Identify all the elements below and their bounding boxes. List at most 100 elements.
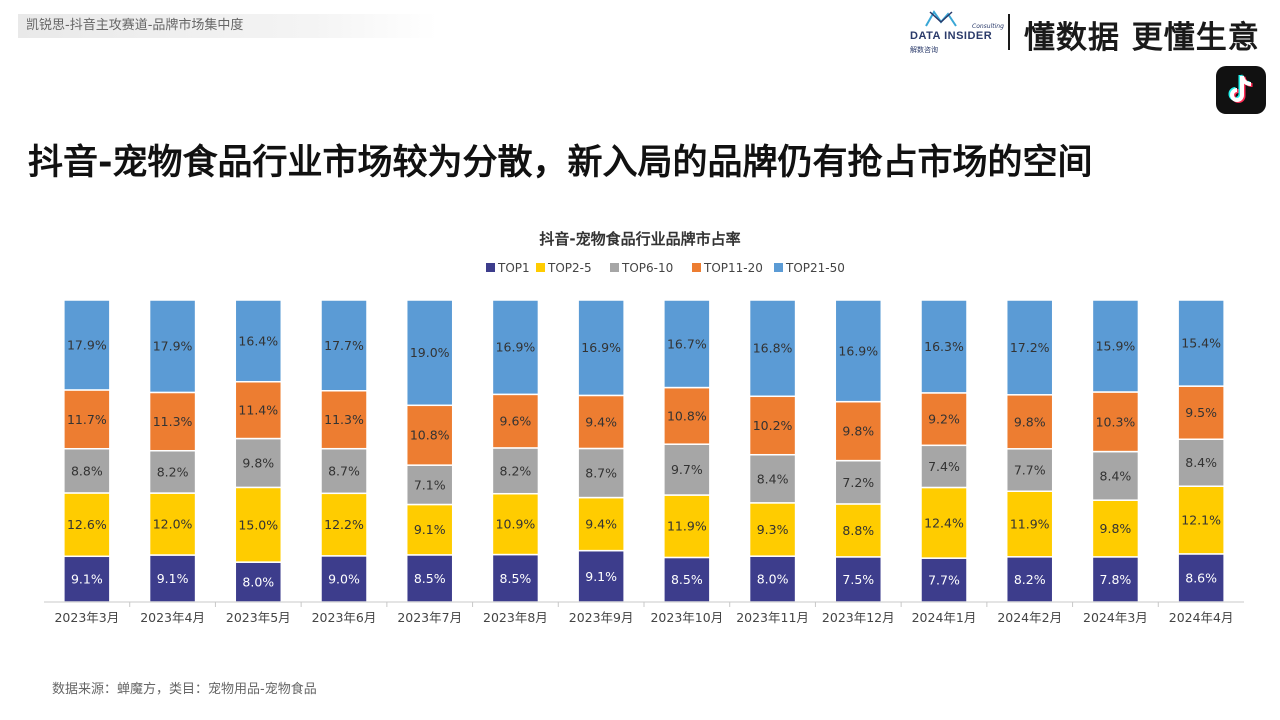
bar-segment-top2-5 (234, 486, 283, 563)
data-label-top11-20: 10.8% (667, 408, 707, 423)
bar-segment-top11-20 (148, 391, 197, 452)
logo-mark-icon (925, 10, 957, 27)
data-label-top6-10: 7.2% (842, 475, 874, 490)
tiktok-icon (1216, 66, 1266, 114)
data-label-top2-5: 12.1% (1181, 513, 1221, 528)
data-label-top11-20: 11.4% (238, 403, 278, 418)
bar-segment-top11-20 (234, 380, 283, 440)
x-tick-label: 2023年8月 (483, 610, 548, 625)
legend-label-top2-5: TOP2-5 (547, 261, 592, 275)
x-tick-label: 2024年1月 (912, 610, 977, 625)
data-label-top21-50: 16.9% (581, 340, 621, 355)
bar-segment-top2-5 (1091, 499, 1140, 558)
logo-consult-text: Consulting (972, 23, 1004, 30)
x-tick-label: 2023年4月 (140, 610, 205, 625)
data-label-top1: 9.1% (585, 569, 617, 584)
legend-label-top1: TOP1 (497, 261, 530, 275)
bar-segment-top11-20 (920, 392, 968, 447)
data-label-top1: 7.5% (842, 572, 874, 587)
x-tick-label: 2024年2月 (997, 610, 1062, 625)
data-label-top1: 8.0% (242, 575, 274, 590)
bar-segment-top1 (748, 555, 797, 603)
data-label-top21-50: 16.7% (667, 336, 707, 351)
bar-segment-top11-20 (577, 394, 625, 450)
data-label-top6-10: 9.8% (242, 455, 274, 470)
bar-segment-top1 (491, 553, 540, 603)
data-label-top2-5: 9.1% (414, 522, 446, 537)
bar-segment-top11-20 (405, 404, 454, 466)
data-label-top21-50: 16.3% (924, 339, 964, 354)
bar-segment-top2-5 (148, 492, 197, 556)
chart-bars: 9.1% 12.6% 8.8% 11.7% 17.9% 9.1% 12.0% 8.2% 11.3… (63, 299, 1225, 603)
legend-swatch-top11-20 (692, 263, 701, 272)
bar-segment-top21-50 (920, 299, 968, 394)
data-label-top1: 7.7% (928, 573, 960, 588)
data-label-top11-20: 11.7% (67, 412, 107, 427)
breadcrumb: 凯锐思-抖音主攻赛道-品牌市场集中度 (18, 14, 438, 38)
bar-segment-top1 (63, 555, 111, 603)
bar-segment-top21-50 (1091, 299, 1140, 393)
bar-segment-top11-20 (63, 389, 111, 450)
bar-segment-top6-10 (920, 444, 968, 489)
x-tick-label: 2024年3月 (1083, 610, 1148, 625)
x-tick-label: 2023年5月 (226, 610, 291, 625)
bar-segment-top2-5 (577, 496, 625, 552)
bar-segment-top2-5 (748, 502, 797, 557)
bar-segment-top11-20 (748, 395, 797, 456)
data-label-top11-20: 10.3% (1096, 414, 1136, 429)
data-label-top2-5: 10.9% (496, 517, 536, 532)
data-label-top21-50: 16.8% (753, 341, 793, 356)
legend-swatch-top2-5 (536, 263, 545, 272)
logo-subtext: 解数咨询 (910, 46, 938, 54)
legend-swatch-top6-10 (610, 263, 619, 272)
slogan: 懂数据 更懂生意 (1024, 20, 1260, 56)
bar-segment-top1 (920, 557, 968, 603)
legend-swatch-top21-50 (774, 263, 783, 272)
x-tick-label: 2023年11月 (736, 610, 809, 625)
data-label-top1: 8.6% (1185, 570, 1217, 585)
bar-segment-top2-5 (320, 492, 368, 557)
legend-swatch-top1 (486, 263, 495, 272)
bar-segment-top6-10 (234, 437, 283, 489)
data-label-top6-10: 8.4% (1100, 468, 1132, 483)
data-label-top2-5: 9.3% (757, 522, 789, 537)
bar-segment-top21-50 (1005, 299, 1054, 396)
x-tick-label: 2023年6月 (312, 610, 377, 625)
bar-segment-top6-10 (148, 449, 197, 494)
page-title: 抖音-宠物食品行业市场较为分散，新入局的品牌仍有抢占市场的空间 (28, 143, 1093, 183)
data-label-top1: 9.1% (157, 571, 189, 586)
bar-segment-top1 (1091, 556, 1140, 603)
bar-segment-top6-10 (1091, 450, 1140, 501)
x-tick-label: 2024年4月 (1169, 610, 1234, 625)
data-label-top11-20: 9.6% (500, 414, 532, 429)
bar-segment-top21-50 (148, 299, 197, 394)
data-label-top2-5: 12.2% (324, 517, 364, 532)
legend-label-top6-10: TOP6-10 (621, 261, 673, 275)
data-label-top6-10: 8.8% (71, 463, 103, 478)
data-label-top6-10: 8.7% (328, 463, 360, 478)
bar-segment-top6-10 (63, 447, 111, 494)
bar-segment-top21-50 (748, 299, 797, 398)
data-label-top21-50: 16.4% (238, 333, 278, 348)
bar-segment-top11-20 (834, 400, 883, 462)
data-label-top11-20: 9.2% (928, 412, 960, 427)
x-axis-ticks: 2023年3月 2023年4月 2023年5月 2023年6月 2023年7月 2023年… (54, 602, 1234, 625)
data-label-top1: 9.0% (328, 571, 360, 586)
bar-segment-top21-50 (320, 299, 368, 392)
data-label-top2-5: 12.0% (153, 517, 193, 532)
data-label-top2-5: 11.9% (667, 519, 707, 534)
x-tick-label: 2023年7月 (397, 610, 462, 625)
data-label-top6-10: 7.1% (414, 477, 446, 492)
bar-segment-top1 (234, 561, 283, 603)
data-label-top1: 7.8% (1100, 572, 1132, 587)
bar-segment-top2-5 (920, 486, 968, 559)
data-label-top2-5: 9.8% (1100, 521, 1132, 536)
header-divider (1008, 14, 1010, 50)
x-tick-label: 2023年10月 (650, 610, 723, 625)
bar-segment-top21-50 (491, 299, 540, 396)
legend-label-top11-20: TOP11-20 (703, 261, 763, 275)
data-label-top21-50: 19.0% (410, 345, 450, 360)
data-label-top2-5: 9.4% (585, 517, 617, 532)
data-label-top6-10: 9.7% (671, 462, 703, 477)
